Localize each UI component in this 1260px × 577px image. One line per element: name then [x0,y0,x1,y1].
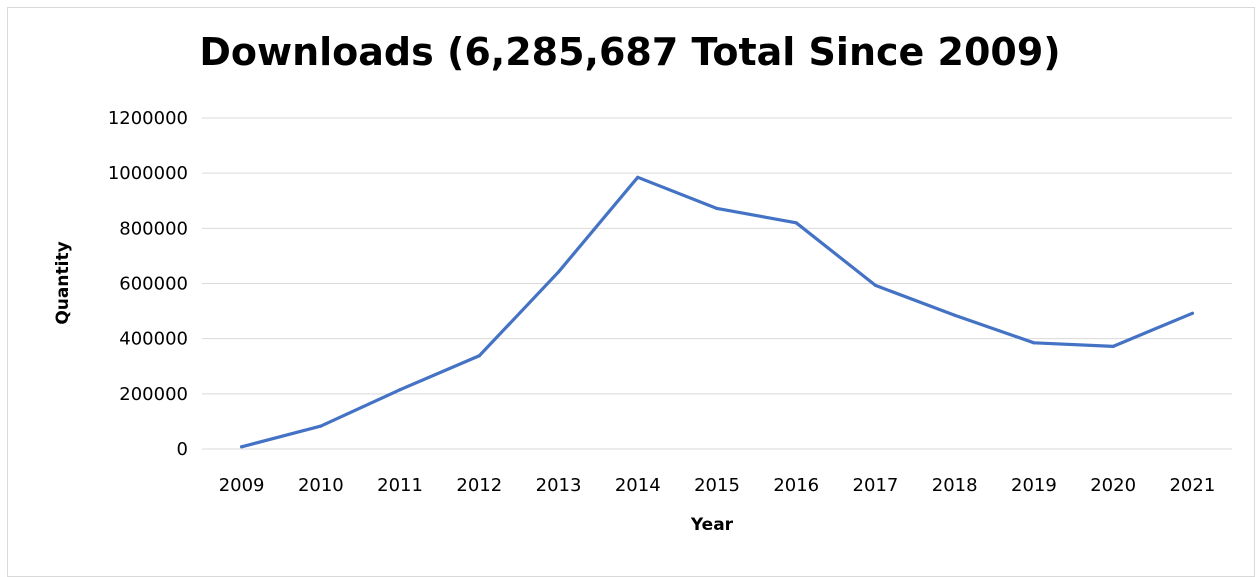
x-tick-label: 2011 [377,475,423,496]
y-tick-label: 1200000 [108,108,188,129]
y-axis-label: Quantity [53,241,73,324]
data-point-2014 [636,175,640,179]
x-tick-label: 2020 [1090,475,1136,496]
data-point-2011 [398,388,402,392]
data-point-2020 [1111,344,1115,348]
y-tick-label: 200000 [119,384,188,405]
data-point-2021 [1190,311,1194,315]
chart-title: Downloads (6,285,687 Total Since 2009) [199,30,1061,74]
x-tick-label: 2017 [853,475,899,496]
x-tick-label: 2012 [456,475,502,496]
y-tick-label: 1000000 [108,163,188,184]
series-line [240,175,1194,449]
y-tick-label: 600000 [119,274,188,295]
data-point-2012 [477,354,481,358]
y-tick-label: 400000 [119,329,188,350]
data-point-2013 [556,270,561,274]
data-point-2010 [319,424,323,428]
y-tick-labels: 0 200000 400000 600000 800000 1000000 1200000 [108,108,188,460]
x-tick-label: 2009 [219,475,265,496]
data-point-2018 [953,313,957,317]
x-axis-label: Year [690,515,734,535]
x-tick-labels: 2009 2010 2011 2012 2013 2014 2015 2016 2017 2018… [219,475,1216,496]
x-tick-label: 2019 [1011,475,1057,496]
x-tick-label: 2018 [932,475,978,496]
x-tick-label: 2010 [298,475,344,496]
y-tick-label: 800000 [119,218,188,239]
x-tick-label: 2013 [536,475,582,496]
data-point-2016 [794,221,798,225]
downloads-line [240,175,1194,449]
data-point-2019 [1032,341,1036,345]
data-point-2017 [873,283,878,288]
x-tick-label: 2016 [773,475,819,496]
data-point-2009 [240,445,244,449]
x-tick-label: 2014 [615,475,661,496]
x-tick-label: 2021 [1169,475,1215,496]
y-tick-label: 0 [177,439,188,460]
data-point-2015 [715,206,719,211]
x-tick-label: 2015 [694,475,740,496]
gridlines [202,117,1232,450]
